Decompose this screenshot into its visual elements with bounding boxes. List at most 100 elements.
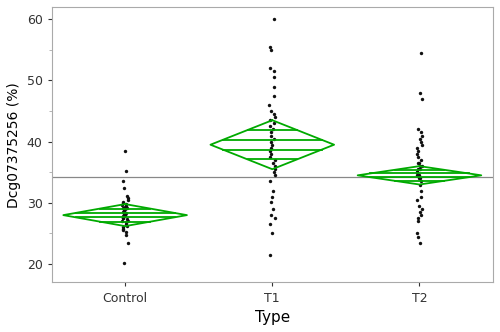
Point bbox=[416, 203, 424, 208]
Point bbox=[268, 194, 276, 200]
Point bbox=[416, 176, 424, 181]
Point bbox=[268, 133, 276, 138]
Point bbox=[267, 212, 275, 218]
Point bbox=[270, 69, 278, 74]
Point bbox=[268, 145, 276, 150]
Point bbox=[120, 260, 128, 266]
Point bbox=[270, 170, 278, 175]
Point bbox=[120, 208, 128, 213]
Point bbox=[119, 200, 127, 206]
Point bbox=[268, 142, 276, 147]
Point bbox=[118, 203, 126, 208]
Point bbox=[414, 148, 422, 153]
Point bbox=[124, 218, 132, 223]
Point bbox=[418, 130, 426, 135]
Point bbox=[413, 151, 421, 157]
Point bbox=[122, 212, 130, 218]
Point bbox=[271, 115, 279, 120]
Point bbox=[268, 47, 276, 52]
Y-axis label: Dcg07375256 (%): Dcg07375256 (%) bbox=[7, 82, 21, 208]
Point bbox=[120, 211, 128, 216]
Point bbox=[413, 170, 421, 175]
Point bbox=[124, 223, 132, 229]
Point bbox=[414, 145, 422, 150]
Point bbox=[119, 215, 127, 220]
Point bbox=[122, 203, 130, 208]
Point bbox=[120, 213, 128, 218]
Point bbox=[413, 197, 421, 203]
Point bbox=[270, 163, 278, 169]
Point bbox=[417, 157, 425, 163]
Point bbox=[269, 160, 277, 166]
Point bbox=[268, 231, 276, 236]
Point bbox=[266, 151, 274, 157]
Point bbox=[418, 139, 426, 144]
Point bbox=[416, 194, 424, 200]
Point bbox=[270, 17, 278, 22]
Point bbox=[122, 220, 130, 225]
Point bbox=[413, 231, 421, 236]
Point bbox=[412, 170, 420, 175]
Point bbox=[122, 168, 130, 174]
Point bbox=[270, 112, 278, 117]
Point bbox=[266, 252, 274, 258]
Point bbox=[414, 154, 422, 160]
Point bbox=[270, 93, 278, 98]
Point bbox=[121, 207, 129, 212]
Point bbox=[271, 167, 279, 172]
Point bbox=[118, 225, 126, 230]
Point bbox=[415, 173, 423, 178]
Point bbox=[416, 182, 424, 187]
Point bbox=[271, 173, 279, 178]
Point bbox=[416, 163, 424, 169]
Point bbox=[416, 176, 424, 181]
Point bbox=[119, 226, 127, 231]
Point bbox=[270, 75, 278, 80]
Point bbox=[268, 127, 276, 132]
Point bbox=[418, 163, 426, 169]
Point bbox=[271, 157, 279, 163]
Point bbox=[123, 193, 131, 198]
Point bbox=[414, 160, 422, 166]
Point bbox=[120, 212, 128, 217]
Point bbox=[268, 188, 276, 193]
Point bbox=[118, 178, 126, 184]
Point bbox=[418, 50, 426, 55]
Point bbox=[266, 222, 274, 227]
Point bbox=[122, 230, 130, 235]
Point bbox=[120, 185, 128, 190]
Point bbox=[266, 148, 274, 153]
Point bbox=[124, 240, 132, 245]
Point bbox=[123, 206, 131, 211]
Point bbox=[120, 215, 128, 221]
Point bbox=[266, 154, 274, 160]
Point bbox=[418, 133, 426, 138]
Point bbox=[119, 209, 127, 215]
Point bbox=[414, 215, 422, 221]
Point bbox=[270, 121, 278, 126]
Point bbox=[417, 212, 425, 218]
Point bbox=[266, 124, 274, 129]
Point bbox=[415, 160, 423, 166]
Point bbox=[266, 179, 274, 184]
Point bbox=[121, 204, 129, 209]
Point bbox=[122, 202, 130, 207]
X-axis label: Type: Type bbox=[254, 310, 290, 325]
Point bbox=[414, 127, 422, 132]
Point bbox=[118, 218, 126, 224]
Point bbox=[124, 197, 132, 203]
Point bbox=[119, 228, 127, 233]
Point bbox=[416, 167, 424, 172]
Point bbox=[120, 208, 128, 213]
Point bbox=[120, 214, 128, 219]
Point bbox=[120, 205, 128, 210]
Point bbox=[417, 179, 425, 184]
Point bbox=[124, 195, 132, 201]
Point bbox=[414, 218, 422, 224]
Point bbox=[118, 199, 126, 204]
Point bbox=[267, 139, 275, 144]
Point bbox=[412, 173, 420, 178]
Point bbox=[416, 209, 424, 215]
Point bbox=[416, 136, 424, 141]
Point bbox=[266, 108, 274, 114]
